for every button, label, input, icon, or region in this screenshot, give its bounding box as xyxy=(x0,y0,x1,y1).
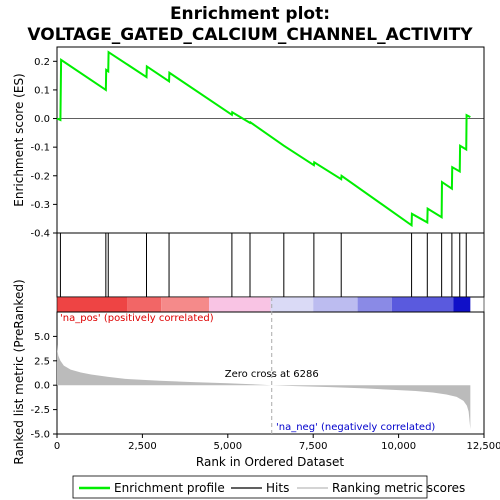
top-y-tick-label: 0.2 xyxy=(34,57,50,68)
color-bar-segment xyxy=(391,297,454,312)
rank-color-bar xyxy=(57,297,471,312)
color-bar-segment xyxy=(161,297,210,312)
bottom-panel-frame xyxy=(56,311,485,435)
top-y-tick-label: -0.2 xyxy=(30,171,50,182)
x-tick-label: 7,500 xyxy=(299,441,328,452)
color-bar-segment xyxy=(57,297,128,312)
x-tick-label: 2,500 xyxy=(128,441,157,452)
legend-label-ranking-metric: Ranking metric scores xyxy=(332,481,465,495)
chart-title-line-2: VOLTAGE_GATED_CALCIUM_CHANNEL_ACTIVITY xyxy=(27,25,473,45)
legend-label-hits: Hits xyxy=(266,481,289,495)
top-y-tick-label: -0.1 xyxy=(30,143,50,154)
pos-correlated-label: 'na_pos' (positively correlated) xyxy=(60,313,214,324)
x-tick-label: 0 xyxy=(54,441,60,452)
enrichment-profile-line xyxy=(56,50,471,228)
legend-label-enrichment-profile: Enrichment profile xyxy=(114,481,225,495)
neg-correlated-label: 'na_neg' (negatively correlated) xyxy=(276,422,435,433)
x-axis-ticks: 0 2,500 5,000 7,500 10,000 12,500 xyxy=(54,434,500,452)
x-tick-label: 5,000 xyxy=(213,441,242,452)
hit-lines xyxy=(59,233,467,297)
x-tick-label: 10,000 xyxy=(381,441,416,452)
bottom-y-ticks: -5.0 -2.5 0.0 2.5 5.0 xyxy=(30,332,57,441)
color-bar-segment xyxy=(270,297,314,312)
zero-cross-label: Zero cross at 6286 xyxy=(225,369,319,380)
top-y-tick-label: -0.3 xyxy=(30,200,50,211)
chart-title-line-1: Enrichment plot: xyxy=(170,4,330,24)
top-panel-frame xyxy=(56,46,485,234)
top-y-axis-label: Enrichment score (ES) xyxy=(12,73,26,206)
bottom-y-tick-label: 2.5 xyxy=(34,356,50,367)
bottom-y-tick-label: -5.0 xyxy=(30,430,50,441)
color-bar-segment xyxy=(453,297,471,312)
color-bar-segment xyxy=(357,297,392,312)
top-y-ticks: -0.4 -0.3 -0.2 -0.1 0.0 0.1 0.2 xyxy=(30,57,57,240)
top-y-tick-label: 0.0 xyxy=(34,114,50,125)
top-y-tick-label: 0.1 xyxy=(34,85,50,96)
bottom-y-tick-label: -2.5 xyxy=(30,405,50,416)
legend: Enrichment profile Hits Ranking metric s… xyxy=(72,475,465,499)
top-y-tick-label: -0.4 xyxy=(30,229,50,240)
hits-panel-frame xyxy=(56,232,485,298)
legend-frame xyxy=(72,475,428,499)
bottom-y-tick-label: 5.0 xyxy=(34,332,50,343)
bottom-y-tick-label: 0.0 xyxy=(34,381,50,392)
color-bar-segment xyxy=(313,297,358,312)
color-bar-segment xyxy=(209,297,271,312)
x-tick-label: 12,500 xyxy=(467,441,500,452)
color-bar-segment xyxy=(127,297,162,312)
hits-panel xyxy=(56,232,485,298)
enrichment-score-panel: -0.4 -0.3 -0.2 -0.1 0.0 0.1 0.2 Enrichment sco… xyxy=(12,46,485,240)
x-axis-label: Rank in Ordered Dataset xyxy=(196,455,344,469)
bottom-y-axis-label: Ranked list metric (PreRanked) xyxy=(12,279,26,464)
ranking-metric-panel: -5.0 -2.5 0.0 2.5 5.0 'na_pos' (positively c… xyxy=(12,279,485,465)
ranking-metric-area xyxy=(57,344,471,430)
